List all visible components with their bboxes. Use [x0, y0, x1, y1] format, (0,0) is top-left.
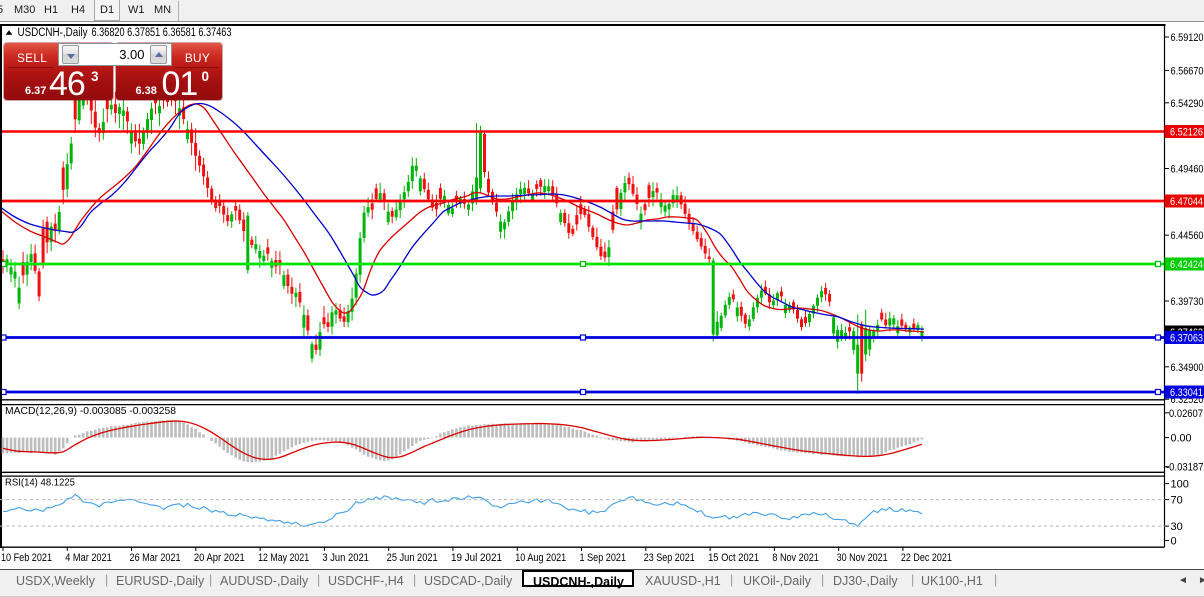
svg-text:6.56670: 6.56670: [1171, 65, 1204, 77]
svg-text:20 Apr 2021: 20 Apr 2021: [194, 552, 245, 564]
svg-text:26 Mar 2021: 26 Mar 2021: [130, 552, 181, 564]
svg-text:6.47044: 6.47044: [1170, 196, 1203, 208]
svg-text:1 Sep 2021: 1 Sep 2021: [580, 552, 627, 564]
svg-text:6.44560: 6.44560: [1171, 230, 1204, 242]
svg-text:12 May 2021: 12 May 2021: [258, 552, 309, 564]
svg-text:6.33041: 6.33041: [1170, 387, 1203, 399]
svg-text:3 Jun 2021: 3 Jun 2021: [322, 552, 369, 564]
svg-text:6.49460: 6.49460: [1171, 164, 1204, 176]
svg-text:-0.03187: -0.03187: [1166, 462, 1204, 474]
svg-text:15 Oct 2021: 15 Oct 2021: [708, 552, 759, 564]
svg-text:0: 0: [1171, 536, 1177, 548]
svg-text:0.02607: 0.02607: [1169, 408, 1203, 420]
svg-text:6.42424: 6.42424: [1170, 259, 1203, 271]
svg-text:70: 70: [1171, 495, 1183, 507]
svg-text:30: 30: [1171, 521, 1183, 533]
svg-text:RSI(14) 48.1225: RSI(14) 48.1225: [5, 477, 75, 489]
svg-text:6.36820 6.37851 6.36581 6.3746: 6.36820 6.37851 6.36581 6.37463: [92, 27, 232, 39]
svg-text:4 Mar 2021: 4 Mar 2021: [65, 552, 112, 564]
svg-text:8 Nov 2021: 8 Nov 2021: [772, 552, 819, 564]
svg-text:6.37063: 6.37063: [1170, 333, 1203, 345]
svg-text:19 Jul 2021: 19 Jul 2021: [451, 552, 502, 564]
svg-text:6.59120: 6.59120: [1171, 32, 1204, 44]
svg-text:100: 100: [1171, 479, 1189, 491]
svg-text:25 Jun 2021: 25 Jun 2021: [387, 552, 438, 564]
svg-text:10 Aug 2021: 10 Aug 2021: [515, 552, 566, 564]
svg-text:6.39730: 6.39730: [1171, 296, 1204, 308]
svg-text:6.52126: 6.52126: [1170, 127, 1203, 139]
svg-text:0.00: 0.00: [1171, 433, 1192, 445]
svg-text:30 Nov 2021: 30 Nov 2021: [837, 552, 888, 564]
svg-text:22 Dec 2021: 22 Dec 2021: [901, 552, 952, 564]
svg-text:USDCNH-,Daily: USDCNH-,Daily: [18, 27, 88, 39]
svg-text:6.54290: 6.54290: [1171, 98, 1204, 110]
svg-text:MACD(12,26,9) -0.003085 -0.003: MACD(12,26,9) -0.003085 -0.003258: [5, 405, 176, 417]
svg-text:6.34900: 6.34900: [1171, 362, 1204, 374]
svg-text:10 Feb 2021: 10 Feb 2021: [1, 552, 52, 564]
svg-text:23 Sep 2021: 23 Sep 2021: [644, 552, 695, 564]
